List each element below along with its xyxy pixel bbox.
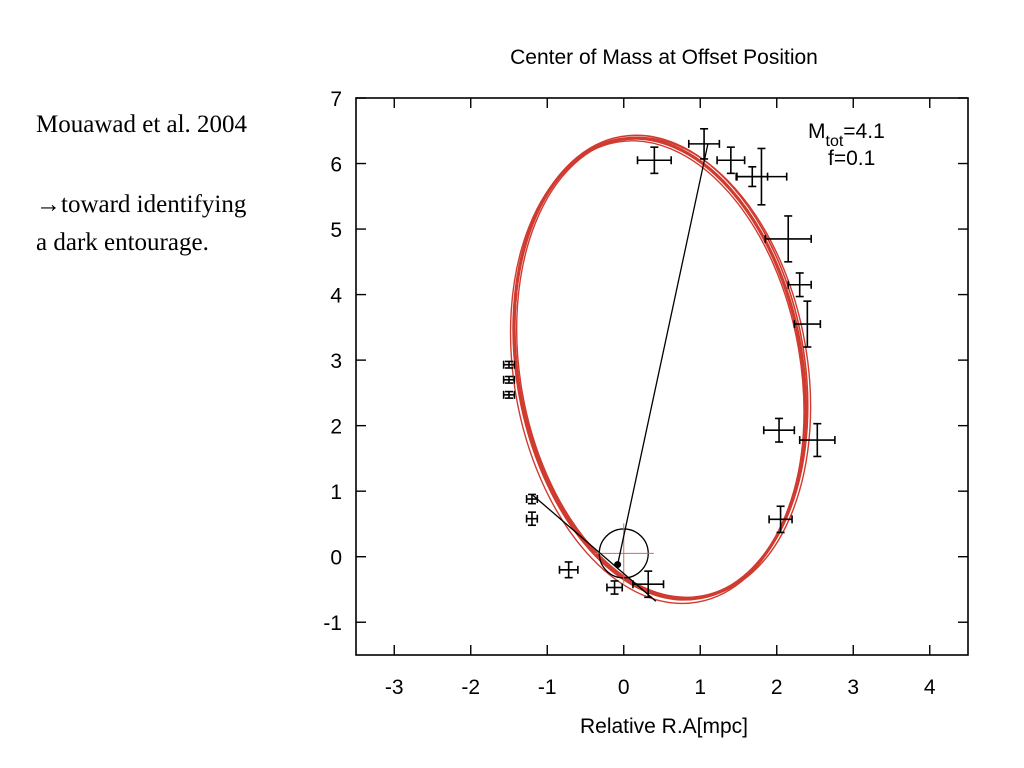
- plot-frame: [355, 97, 969, 656]
- x-tick-label: 3: [847, 676, 859, 699]
- data-point: [735, 147, 788, 206]
- y-tick-label: 1: [330, 481, 342, 504]
- data-point: [768, 505, 793, 534]
- x-tick-label: 2: [771, 676, 783, 699]
- data-point: [525, 511, 539, 527]
- data-point: [632, 570, 665, 599]
- x-tick-label: 0: [618, 676, 630, 699]
- y-tick-label: 2: [330, 416, 342, 439]
- orbit-ellipse: [515, 136, 812, 600]
- fit-parameters: Mtot=4.1 f=0.1: [808, 120, 885, 170]
- chart-title: Center of Mass at Offset Position: [510, 46, 818, 69]
- orbit-fit: [509, 134, 812, 605]
- right-arrow-icon: →: [36, 191, 61, 218]
- mass-value: =4.1: [843, 120, 884, 143]
- data-points: [502, 127, 836, 599]
- data-point: [716, 146, 746, 175]
- y-tick-label: 6: [330, 154, 342, 177]
- data-point: [606, 580, 624, 595]
- data-point: [502, 390, 516, 399]
- y-tick-label: 0: [330, 547, 342, 570]
- connector-lines: [531, 143, 709, 602]
- citation-text: Mouawad et al. 2004: [36, 111, 248, 138]
- connector-line: [531, 493, 657, 602]
- x-tick-label: -3: [385, 676, 404, 699]
- y-tick-label: 3: [330, 350, 342, 373]
- data-point: [762, 417, 796, 443]
- f-annotation: f=0.1: [828, 147, 875, 170]
- data-point: [502, 375, 516, 384]
- y-tick-label: 4: [330, 285, 342, 308]
- x-tick-label: -2: [461, 676, 480, 699]
- x-axis: -3 -2 -1 0 1 2 3 4: [385, 98, 936, 699]
- x-axis-label: Relative R.A[mpc]: [580, 715, 748, 738]
- x-tick-label: -1: [538, 676, 557, 699]
- data-point: [525, 493, 539, 505]
- data-point: [636, 146, 672, 175]
- orbit-ellipse: [514, 134, 809, 599]
- y-tick-label: -1: [323, 612, 342, 635]
- data-point: [502, 360, 516, 369]
- connector-line: [616, 143, 709, 565]
- note-line-2: a dark entourage.: [36, 229, 209, 256]
- y-axis: -1 0 1 2 3 4 5 6 7: [323, 88, 968, 635]
- data-point: [558, 561, 579, 579]
- data-point: [787, 272, 812, 298]
- x-tick-label: 4: [924, 676, 936, 699]
- mass-annotation: Mtot=4.1: [808, 120, 885, 150]
- note-line-1-text: toward identifying: [61, 191, 247, 218]
- x-tick-label: 1: [694, 676, 706, 699]
- mass-subscript: tot: [826, 133, 844, 150]
- note-line-1: →toward identifying: [36, 190, 246, 220]
- data-point: [798, 422, 836, 458]
- y-tick-label: 7: [330, 88, 342, 111]
- data-point: [687, 127, 721, 160]
- orbit-ellipse: [509, 140, 805, 605]
- data-point: [764, 215, 812, 263]
- y-tick-label: 5: [330, 219, 342, 242]
- data-point: [793, 300, 822, 348]
- mass-prefix: M: [808, 120, 826, 143]
